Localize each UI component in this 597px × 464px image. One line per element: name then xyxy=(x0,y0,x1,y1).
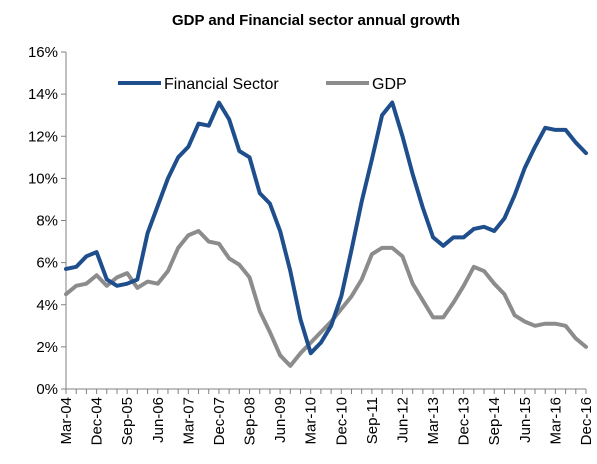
x-tick-label: Dec-16 xyxy=(578,397,595,445)
y-tick-label: 12% xyxy=(28,128,58,145)
x-tick-label: Sep-11 xyxy=(364,397,381,444)
x-tick-label: Jun-12 xyxy=(394,397,411,443)
series-line-financial-sector xyxy=(64,100,588,356)
series-line-gdp xyxy=(64,229,588,368)
x-tick-label: Jun-15 xyxy=(517,397,534,443)
x-axis: Mar-04 Dec-04 Sep-05 Jun-06 Mar-07 Dec-07 Sep-… xyxy=(58,388,595,445)
y-tick-label: 14% xyxy=(28,86,58,103)
x-tick-label: Dec-10 xyxy=(333,397,350,445)
legend-label: Financial Sector xyxy=(164,76,279,93)
x-tick-label: Sep-14 xyxy=(486,397,503,445)
x-tick-label: Sep-05 xyxy=(119,397,136,445)
x-tick-label: Jun-09 xyxy=(272,397,289,443)
x-tick-label: Dec-04 xyxy=(89,397,106,445)
y-tick-label: 2% xyxy=(36,339,58,356)
x-tick-label: Jun-06 xyxy=(150,397,167,443)
y-tick-label: 10% xyxy=(28,170,58,187)
x-tick-label: Sep-08 xyxy=(242,397,259,445)
y-tick-label: 8% xyxy=(36,213,58,230)
x-tick-label: Dec-07 xyxy=(211,397,228,445)
x-tick-label: Mar-13 xyxy=(425,397,442,445)
x-tick-label: Mar-04 xyxy=(58,397,75,445)
y-tick-label: 16% xyxy=(28,44,58,61)
legend: Financial Sector GDP xyxy=(118,76,407,93)
series-layer xyxy=(64,100,588,368)
chart-title: GDP and Financial sector annual growth xyxy=(172,12,460,29)
y-axis: 0% 2% 4% 6% 8% 10% 12% 14% 16% xyxy=(28,44,67,398)
x-tick-label: Mar-10 xyxy=(303,397,320,445)
legend-label: GDP xyxy=(372,76,407,93)
x-tick-label: Mar-16 xyxy=(547,397,564,445)
y-tick-label: 6% xyxy=(36,255,58,272)
y-tick-label: 4% xyxy=(36,297,58,314)
x-tick-label: Mar-07 xyxy=(180,397,197,445)
y-tick-label: 0% xyxy=(36,381,58,398)
x-tick-label: Dec-13 xyxy=(456,397,473,445)
